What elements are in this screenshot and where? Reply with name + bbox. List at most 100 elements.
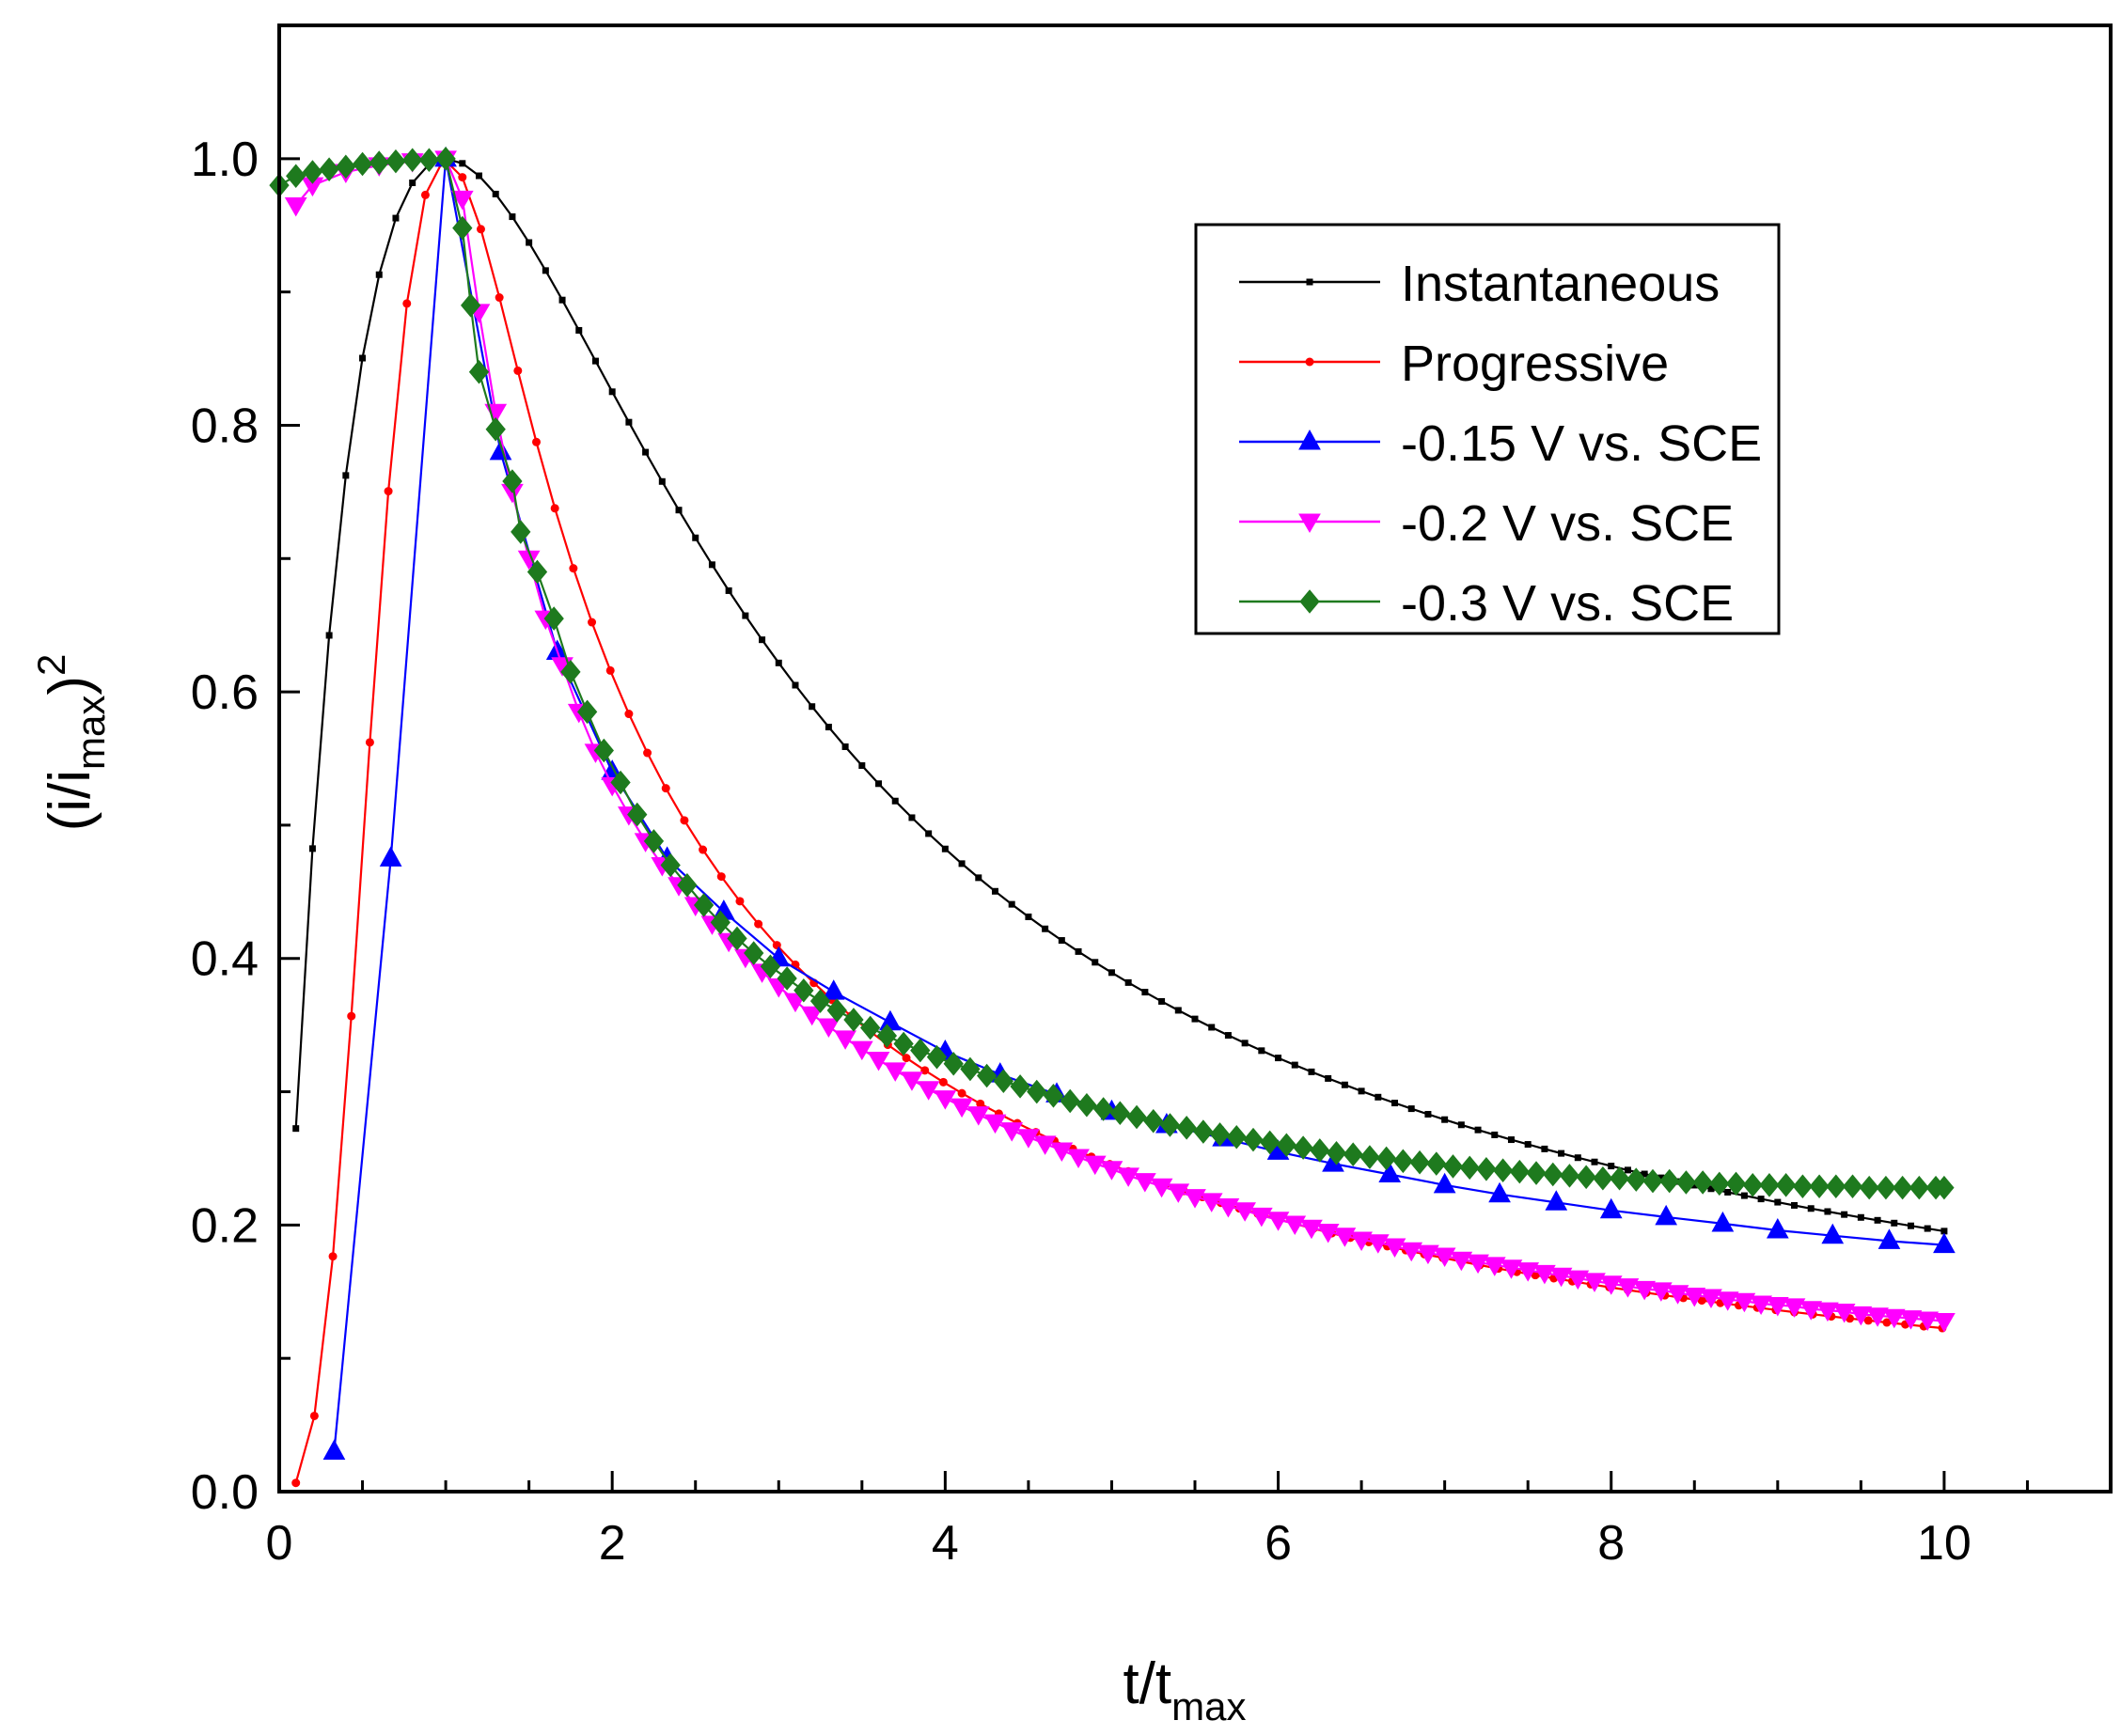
data-point bbox=[384, 487, 393, 496]
data-point bbox=[1275, 1055, 1282, 1062]
data-point bbox=[1083, 1155, 1107, 1176]
y-tick-label: 1.0 bbox=[191, 133, 259, 187]
x-tick-label: 6 bbox=[1265, 1516, 1292, 1571]
data-point bbox=[1576, 1165, 1596, 1190]
data-point bbox=[347, 1011, 356, 1021]
data-point bbox=[291, 1478, 301, 1488]
data-point bbox=[1733, 1292, 1756, 1313]
data-point bbox=[1543, 1162, 1563, 1187]
data-point bbox=[624, 710, 634, 719]
data-point bbox=[675, 507, 683, 514]
data-point bbox=[308, 845, 316, 852]
data-point bbox=[365, 738, 374, 747]
data-point bbox=[1043, 1084, 1064, 1108]
data-point bbox=[1184, 1189, 1206, 1209]
data-point bbox=[1783, 1298, 1806, 1318]
data-point bbox=[379, 846, 402, 867]
data-point bbox=[744, 941, 764, 965]
legend-label: -0.15 V vs. SCE bbox=[1401, 415, 1762, 472]
data-point bbox=[926, 1044, 948, 1070]
data-point bbox=[1124, 978, 1132, 986]
data-point bbox=[1058, 937, 1065, 945]
data-point bbox=[420, 190, 430, 199]
data-point bbox=[1766, 1296, 1789, 1317]
data-point bbox=[1143, 1108, 1164, 1134]
data-point bbox=[1060, 1088, 1080, 1114]
data-point bbox=[1863, 1316, 1873, 1325]
data-point bbox=[1826, 1174, 1846, 1199]
y-tick-label: 0.4 bbox=[191, 932, 259, 987]
data-point bbox=[1816, 1302, 1839, 1322]
data-point bbox=[1907, 1222, 1914, 1229]
data-point bbox=[1134, 1173, 1156, 1193]
data-point bbox=[402, 299, 412, 308]
data-point bbox=[680, 816, 689, 825]
legend-marker-shape bbox=[1306, 278, 1313, 286]
data-point bbox=[392, 214, 400, 222]
data-point bbox=[1642, 1168, 1663, 1194]
data-point bbox=[661, 784, 670, 793]
data-point bbox=[1666, 1285, 1689, 1305]
data-point bbox=[1450, 1251, 1473, 1272]
data-point bbox=[1249, 1207, 1273, 1228]
data-point bbox=[1599, 1275, 1623, 1295]
data-point bbox=[1075, 947, 1082, 955]
data-point bbox=[867, 1052, 890, 1071]
data-point bbox=[1193, 1119, 1214, 1144]
data-point bbox=[526, 559, 548, 585]
data-point bbox=[286, 164, 306, 189]
data-point bbox=[1608, 1163, 1615, 1170]
series-4 bbox=[269, 147, 1955, 1200]
data-point bbox=[1842, 1174, 1863, 1199]
data-point bbox=[1276, 1133, 1297, 1158]
data-point bbox=[658, 477, 666, 485]
data-point bbox=[352, 151, 373, 177]
data-point bbox=[1359, 1145, 1380, 1169]
data-point bbox=[1891, 1219, 1898, 1227]
data-point bbox=[1126, 1104, 1147, 1130]
legend-marker bbox=[1299, 589, 1320, 614]
legend-box bbox=[1194, 223, 1781, 635]
data-point bbox=[476, 225, 485, 234]
data-point bbox=[1226, 1124, 1247, 1150]
data-point bbox=[1417, 1244, 1439, 1265]
data-point bbox=[1849, 1306, 1873, 1326]
data-point bbox=[325, 632, 333, 639]
data-point bbox=[1141, 989, 1149, 996]
data-point bbox=[1000, 1122, 1024, 1142]
data-point bbox=[858, 762, 866, 770]
data-point bbox=[800, 1006, 824, 1026]
data-point bbox=[1174, 1007, 1182, 1014]
data-point bbox=[468, 359, 490, 384]
data-point bbox=[1633, 1280, 1657, 1301]
data-point bbox=[759, 636, 766, 644]
series-layer bbox=[269, 146, 1956, 1488]
data-point bbox=[1424, 1110, 1432, 1118]
data-point bbox=[735, 897, 745, 906]
data-point bbox=[284, 196, 307, 217]
legend-label: Progressive bbox=[1401, 336, 1669, 392]
data-point bbox=[908, 814, 916, 821]
data-point bbox=[938, 1077, 948, 1087]
data-point bbox=[901, 1071, 923, 1091]
data-point bbox=[993, 1069, 1013, 1093]
data-point bbox=[1341, 1081, 1348, 1088]
data-point bbox=[1799, 1301, 1823, 1321]
data-point bbox=[359, 354, 367, 362]
data-point bbox=[1033, 1135, 1057, 1155]
x-tick-label: 2 bbox=[599, 1516, 626, 1571]
data-point bbox=[1711, 1211, 1735, 1232]
data-point bbox=[1507, 1136, 1515, 1144]
data-point bbox=[817, 1018, 841, 1039]
data-point bbox=[1807, 1205, 1815, 1212]
data-point bbox=[1191, 1015, 1199, 1023]
data-point bbox=[716, 872, 726, 882]
data-point bbox=[960, 1056, 981, 1082]
data-point bbox=[826, 998, 847, 1023]
data-point bbox=[342, 472, 350, 479]
data-point bbox=[1300, 1219, 1323, 1240]
data-point bbox=[1467, 1254, 1489, 1275]
data-point bbox=[1283, 1215, 1307, 1235]
